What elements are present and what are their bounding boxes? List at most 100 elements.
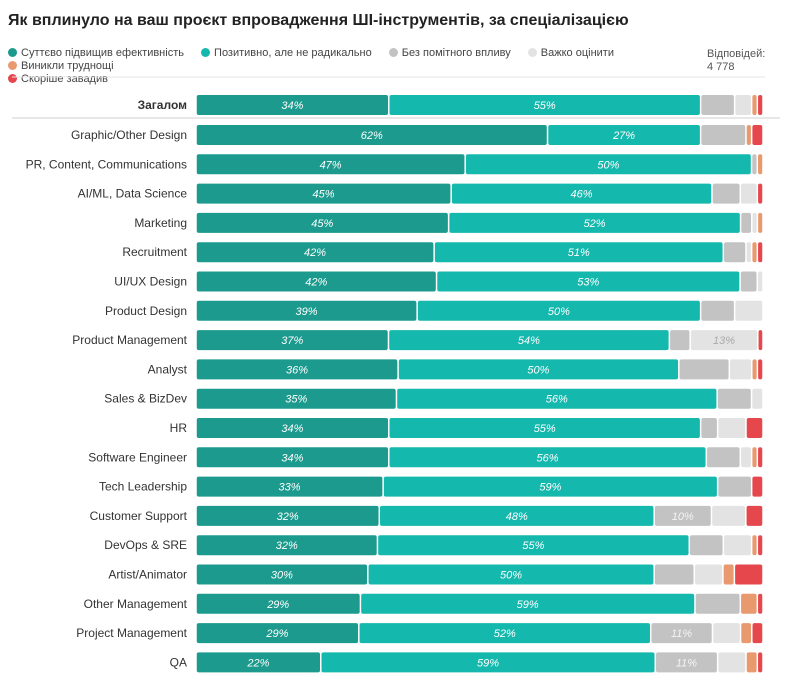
- data-label: 50%: [548, 306, 570, 318]
- bar-segment: [679, 359, 729, 380]
- bar-segment: [196, 183, 451, 204]
- bar-segment: [196, 154, 465, 175]
- data-label: 30%: [271, 570, 293, 582]
- bar-segment: [741, 212, 752, 233]
- bar-segment: [701, 418, 717, 438]
- category-label: Загалом: [138, 98, 188, 112]
- bar-segment: [752, 212, 757, 233]
- data-label: 52%: [584, 218, 606, 230]
- bar-segment: [196, 418, 389, 438]
- category-label: Software Engineer: [88, 450, 187, 464]
- bar-segment: [196, 359, 398, 380]
- bar-segment: [752, 535, 757, 556]
- bar-segment: [746, 125, 751, 145]
- data-label: 42%: [305, 277, 327, 289]
- bar-segment: [654, 505, 711, 526]
- category-label: AI/ML, Data Science: [78, 187, 188, 201]
- bar-segment: [368, 564, 654, 585]
- legend-item: Суттєво підвищив ефективність: [8, 47, 184, 60]
- data-label: 39%: [296, 306, 318, 318]
- bar-segment: [713, 623, 740, 644]
- bar-segment: [196, 447, 389, 468]
- data-label: 11%: [676, 657, 697, 669]
- data-label: 34%: [281, 423, 303, 435]
- bar-segment: [548, 125, 700, 145]
- bar-segment: [741, 447, 751, 468]
- legend-dot-icon: [8, 61, 17, 70]
- bar-segment: [752, 447, 757, 468]
- bar-segment: [724, 242, 746, 263]
- bar-segment: [758, 535, 763, 556]
- legend-item: Без помітного впливу: [388, 47, 511, 60]
- bar-segment: [741, 593, 757, 614]
- bar-segment: [196, 505, 379, 526]
- bar-segment: [752, 623, 763, 644]
- bar-segment: [380, 505, 654, 526]
- data-label: 51%: [568, 247, 590, 259]
- legend-item: Позитивно, але не радикально: [201, 47, 372, 60]
- bar-segment: [758, 271, 763, 292]
- bar-segment: [707, 447, 740, 468]
- data-label: 55%: [534, 423, 556, 435]
- bar-segment: [752, 125, 763, 145]
- bar-segment: [434, 242, 723, 263]
- data-label: 37%: [281, 335, 303, 347]
- bar-segment: [465, 154, 751, 175]
- bar-segment: [695, 593, 740, 614]
- data-label: 62%: [361, 130, 383, 142]
- bar-segment: [724, 535, 751, 556]
- legend-item: Важко оцінити: [527, 47, 614, 60]
- bar-segment: [451, 183, 712, 204]
- bar-segment: [196, 593, 360, 614]
- bar-segment: [651, 623, 712, 644]
- bar-segment: [196, 212, 448, 233]
- data-label: 48%: [506, 511, 528, 523]
- legend-dot-icon: [527, 48, 537, 57]
- bar-segment: [758, 212, 763, 233]
- data-label: 32%: [276, 540, 298, 552]
- bar-segment: [746, 505, 763, 526]
- data-label: 32%: [277, 511, 299, 523]
- bar-segment: [740, 271, 757, 292]
- category-label: Product Design: [105, 304, 187, 318]
- bar-segment: [735, 300, 763, 321]
- category-label: Artist/Animator: [108, 568, 187, 582]
- data-label: 27%: [612, 130, 635, 142]
- legend-dot-icon: [8, 74, 17, 83]
- category-label: Tech Leadership: [99, 480, 187, 494]
- bar-segment: [389, 95, 700, 115]
- bar-segment: [746, 418, 763, 438]
- bar-segment: [690, 535, 723, 556]
- bar-segment: [701, 95, 734, 115]
- bar-segment: [758, 593, 763, 614]
- category-label: Other Management: [84, 597, 188, 611]
- bar-segment: [359, 623, 650, 644]
- chart-title: Як вплинуло на ваш проєкт впровадження Ш…: [8, 12, 629, 29]
- data-label: 53%: [577, 277, 599, 289]
- data-label: 34%: [281, 100, 303, 112]
- bar-segment: [389, 418, 700, 438]
- bar-segment: [758, 330, 763, 351]
- data-label: 45%: [311, 218, 333, 230]
- category-label: Marketing: [134, 216, 187, 230]
- data-label: 54%: [518, 335, 540, 347]
- bar-segment: [752, 242, 757, 263]
- data-label: 56%: [546, 394, 568, 406]
- data-label: 50%: [527, 364, 549, 376]
- bar-segment: [196, 330, 388, 351]
- data-label: 22%: [246, 657, 269, 669]
- legend-item: Виникли труднощі: [8, 60, 114, 73]
- bar-segment: [670, 330, 690, 351]
- category-label: Sales & BizDev: [104, 392, 187, 406]
- bar-segment: [196, 652, 320, 673]
- data-label: 36%: [286, 364, 308, 376]
- bar-segment: [718, 476, 751, 497]
- bar-segment: [196, 125, 547, 145]
- bar-segment: [712, 505, 746, 526]
- data-label: 56%: [537, 452, 559, 464]
- bar-segment: [735, 95, 751, 115]
- bar-segment: [712, 183, 740, 204]
- bar-segment: [449, 212, 740, 233]
